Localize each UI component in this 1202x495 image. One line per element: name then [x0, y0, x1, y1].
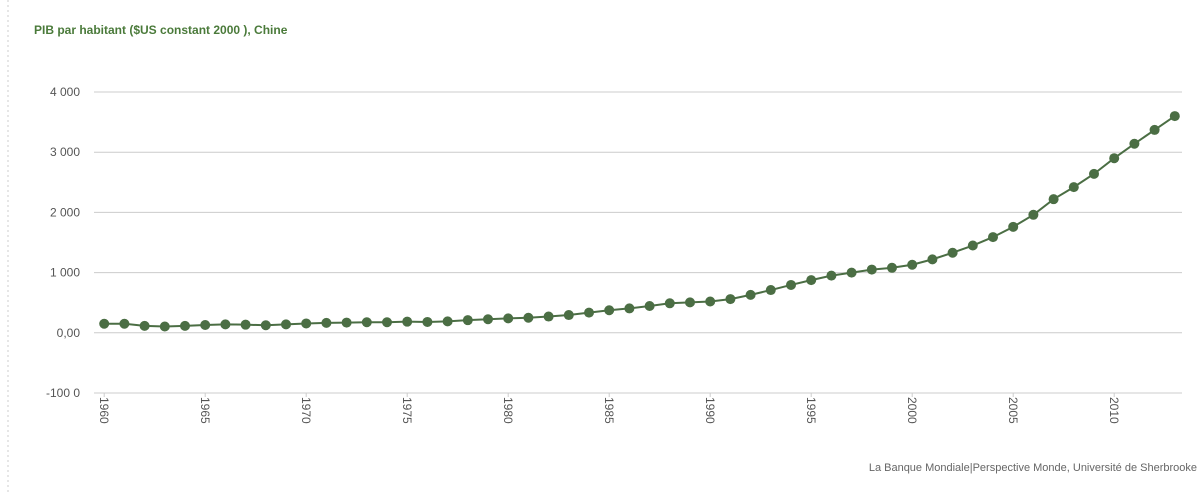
point	[907, 259, 918, 270]
point	[967, 240, 978, 251]
point	[1068, 182, 1079, 193]
point	[361, 317, 372, 328]
x-tick-label: 1980	[501, 397, 515, 424]
point	[887, 262, 897, 273]
point	[139, 320, 150, 331]
point	[685, 297, 695, 308]
x-tick-label: 1990	[703, 397, 717, 424]
point	[341, 317, 352, 328]
point	[483, 314, 493, 325]
x-tick-label: 1965	[198, 397, 212, 424]
point	[947, 247, 958, 258]
point	[765, 285, 776, 296]
point	[180, 320, 190, 331]
point	[422, 316, 433, 327]
point	[1048, 194, 1059, 205]
y-tick-label: 0,00	[57, 326, 81, 340]
source: La Banque Mondiale|Perspective Monde, Un…	[869, 462, 1197, 474]
x-tick-label: 1995	[804, 397, 818, 424]
x-tick-label: 2005	[1006, 397, 1020, 424]
x-tick-label: 1960	[97, 397, 111, 424]
point	[624, 303, 635, 314]
point	[705, 296, 716, 307]
point	[321, 317, 332, 328]
point	[281, 319, 291, 330]
point	[240, 319, 251, 330]
point	[119, 318, 130, 329]
point	[301, 318, 312, 329]
point	[402, 316, 413, 327]
point	[1109, 153, 1120, 164]
x-tick-label: 2010	[1107, 397, 1121, 424]
point	[503, 313, 514, 324]
point	[745, 289, 756, 300]
point	[1169, 111, 1180, 122]
point	[1028, 209, 1039, 220]
point	[1149, 124, 1160, 135]
y-tick-label: 1 000	[50, 266, 80, 280]
point	[442, 316, 453, 327]
point	[664, 298, 675, 309]
point	[644, 301, 655, 312]
point	[866, 264, 877, 275]
x-tick-label: 2000	[905, 397, 919, 424]
y-tick-label: -100 0	[46, 386, 80, 400]
point	[826, 270, 837, 281]
y-tick-label: 4 000	[50, 85, 80, 99]
point	[846, 267, 857, 278]
x-tick-label: 1985	[602, 397, 616, 424]
point	[604, 305, 615, 316]
point	[786, 279, 796, 290]
point	[159, 321, 170, 332]
point	[1008, 221, 1019, 232]
point	[382, 317, 392, 328]
point	[543, 311, 554, 322]
point	[927, 254, 938, 265]
x-tick-label: 1970	[299, 397, 313, 424]
point	[563, 310, 574, 321]
chart-title: PIB par habitant ($US constant 2000 ), C…	[34, 23, 288, 37]
x-tick-label: 1975	[400, 397, 414, 424]
point	[1129, 138, 1140, 149]
point	[200, 319, 211, 330]
point	[1089, 168, 1099, 179]
point	[725, 294, 736, 305]
point	[260, 320, 271, 331]
point	[988, 232, 998, 243]
point	[99, 318, 110, 329]
point	[523, 312, 534, 323]
y-tick-label: 2 000	[50, 205, 80, 219]
line	[104, 115, 1176, 328]
y-tick-label: 3 000	[50, 145, 80, 159]
point	[462, 315, 473, 326]
point	[806, 275, 817, 286]
point	[584, 307, 594, 318]
point	[220, 319, 231, 330]
